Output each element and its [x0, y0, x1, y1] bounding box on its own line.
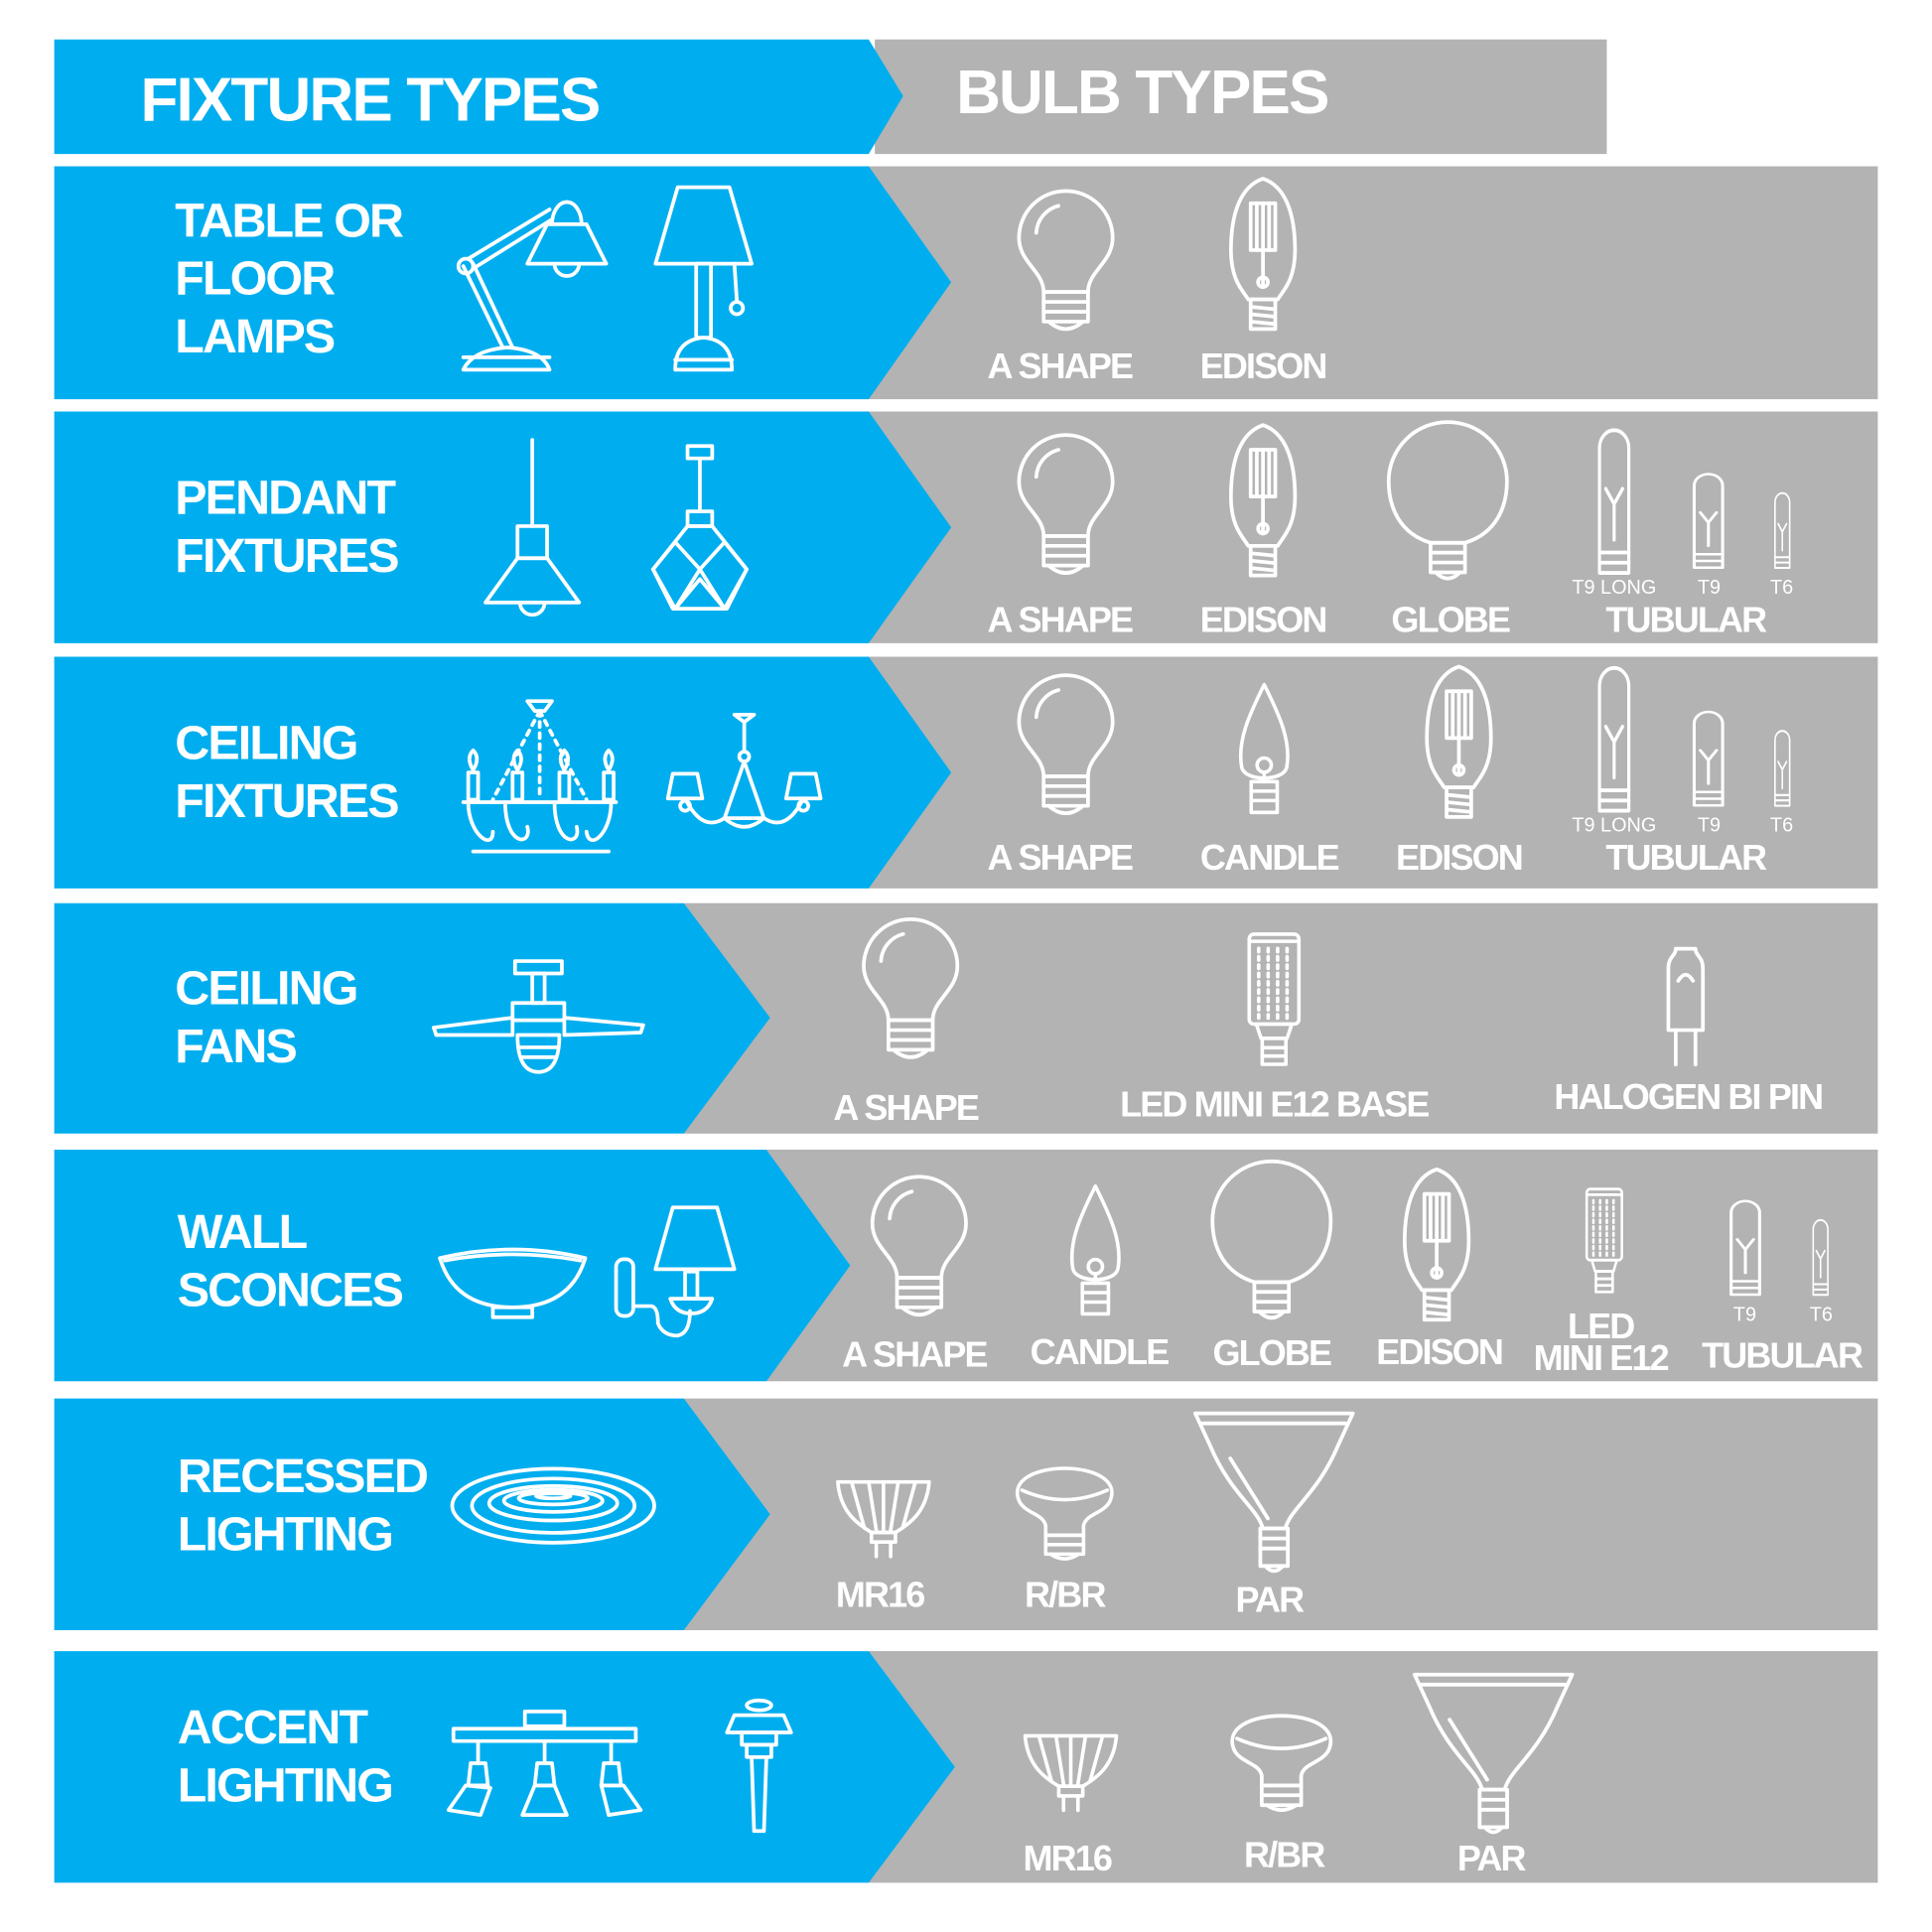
a-shape-bulb-icon [1017, 673, 1115, 815]
variant-label: T9 LONG [1572, 578, 1657, 600]
halogen-bi-pin-icon [1666, 946, 1706, 1067]
bulb-label: PAR [1235, 1581, 1305, 1621]
geometric-pendant-icon [650, 444, 749, 611]
tubular-t9-icon [1729, 1199, 1761, 1297]
row-arrow-1 [54, 166, 952, 400]
bulb-label: TUBULAR [1605, 601, 1767, 641]
bulb-label: EDISON [1376, 1332, 1504, 1373]
bulb-label: R/BR [1025, 1576, 1106, 1616]
bulb-label: EDISON [1199, 601, 1328, 641]
bulb-label: CANDLE [1199, 839, 1340, 879]
globe-bulb-icon [1386, 420, 1509, 581]
fixture-label-ceiling-fans: CEILING FANS [175, 962, 358, 1073]
tubular-t9-long-icon [1597, 665, 1631, 813]
edison-bulb-icon [1402, 1167, 1471, 1322]
bulb-label: PAR [1456, 1839, 1527, 1879]
bulb-label: A SHAPE [987, 346, 1135, 387]
tubular-t6-icon [1812, 1218, 1830, 1297]
ceiling-fan-icon [432, 959, 645, 1074]
a-shape-bulb-icon [870, 1174, 968, 1317]
bulb-label: HALOGEN BI PIN [1554, 1077, 1824, 1118]
bulb-label: TUBULAR [1702, 1336, 1863, 1377]
bulb-label: A SHAPE [987, 601, 1135, 641]
bulb-label: A SHAPE [842, 1335, 989, 1376]
a-shape-bulb-icon [862, 916, 960, 1059]
fixture-label-accent-lighting: ACCENT LIGHTING [177, 1701, 394, 1813]
recessed-light-icon [450, 1466, 656, 1545]
bulb-label: LED MINI E12 [1533, 1307, 1670, 1379]
fixture-label-table-floor-lamps: TABLE OR FLOOR LAMPS [175, 195, 404, 364]
bulb-label: GLOBE [1391, 601, 1511, 641]
variant-label: T6 [1809, 1305, 1833, 1326]
tubular-t9-icon [1692, 472, 1725, 570]
globe-bulb-icon [1210, 1159, 1333, 1320]
bulb-label: LED MINI E12 BASE [1120, 1085, 1430, 1126]
row-arrow-7 [54, 1651, 955, 1883]
candle-chandelier-icon [461, 699, 619, 854]
led-corn-bulb-icon [1247, 932, 1302, 1066]
bulb-label: MR16 [1023, 1839, 1113, 1879]
bulb-label: CANDLE [1030, 1332, 1171, 1373]
mr16-bulb-icon [836, 1479, 931, 1559]
fixture-label-ceiling-fixtures: CEILING FIXTURES [175, 717, 399, 829]
row-arrow-3 [54, 656, 952, 889]
variant-label: T9 [1697, 578, 1721, 600]
edison-bulb-icon [1228, 177, 1298, 332]
tubular-t6-icon [1773, 491, 1791, 570]
variant-label: T9 [1732, 1305, 1756, 1326]
variant-label: T9 LONG [1572, 815, 1657, 837]
bulb-label: EDISON [1199, 346, 1328, 387]
tubular-t9-long-icon [1597, 428, 1631, 575]
fixture-label-wall-sconces: WALL SCONCES [177, 1206, 404, 1317]
variant-label: T6 [1770, 815, 1794, 837]
fixture-types-title: FIXTURE TYPES [140, 65, 601, 135]
path-light-icon [725, 1698, 793, 1834]
track-light-icon [446, 1710, 643, 1818]
bowl-sconce-icon [438, 1247, 588, 1319]
bulb-types-title: BULB TYPES [956, 58, 1329, 127]
rbr-bulb-icon [1015, 1466, 1114, 1561]
bulb-label: TUBULAR [1605, 839, 1767, 879]
edison-bulb-icon [1228, 423, 1298, 578]
candle-bulb-icon [1238, 682, 1290, 815]
tubular-t6-icon [1773, 730, 1791, 807]
edison-bulb-icon [1425, 664, 1493, 819]
candle-bulb-icon [1069, 1183, 1121, 1316]
par-bulb-icon [1412, 1672, 1575, 1835]
row-arrow-4 [54, 902, 770, 1134]
bulb-label: A SHAPE [833, 1089, 980, 1129]
led-corn-bulb-icon [1585, 1187, 1624, 1294]
bulb-label: MR16 [835, 1576, 925, 1616]
cone-pendant-icon [483, 438, 582, 618]
a-shape-bulb-icon [1017, 433, 1115, 575]
bulb-label: EDISON [1396, 839, 1524, 879]
variant-label: T6 [1770, 578, 1794, 600]
row-arrow-5 [54, 1149, 851, 1382]
rbr-bulb-icon [1230, 1714, 1333, 1813]
bulb-header-band [875, 39, 1607, 155]
desk-lamp-icon [456, 200, 609, 372]
row-arrow-6 [54, 1398, 770, 1630]
bulb-label: GLOBE [1212, 1334, 1332, 1374]
shaded-chandelier-icon [665, 712, 823, 829]
bulb-label: A SHAPE [987, 839, 1135, 879]
table-lamp-icon [653, 185, 754, 372]
mr16-bulb-icon [1023, 1733, 1119, 1813]
variant-label: T9 [1697, 815, 1721, 837]
arm-sconce-icon [614, 1205, 737, 1338]
fixture-header-arrow [54, 39, 903, 155]
row-arrow-2 [54, 411, 952, 643]
fixture-label-recessed-lighting: RECESSED LIGHTING [177, 1449, 429, 1562]
a-shape-bulb-icon [1017, 189, 1115, 332]
par-bulb-icon [1193, 1411, 1355, 1574]
tubular-t9-icon [1692, 710, 1725, 807]
bulb-label: R/BR [1243, 1836, 1325, 1875]
fixture-label-pendant-fixtures: PENDANT FIXTURES [175, 472, 399, 584]
